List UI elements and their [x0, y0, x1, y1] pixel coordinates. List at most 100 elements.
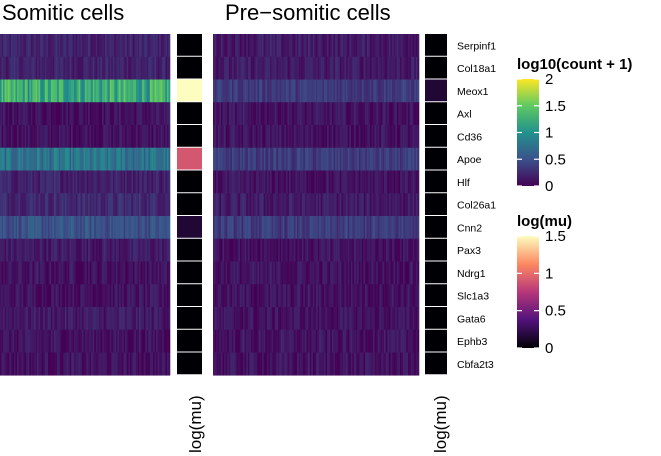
- somitic-cell-hlf: [117, 170, 120, 194]
- somitic-cell-pax3: [46, 238, 49, 262]
- presomitic-cell-ndrg1: [241, 261, 244, 285]
- somitic-cell-apoe: [123, 147, 126, 171]
- somitic-cell-ephb3: [71, 329, 73, 353]
- somitic-cell-serpinf1: [102, 34, 104, 58]
- presomitic-cell-col18a1: [230, 56, 233, 80]
- somitic-cell-col18a1: [40, 56, 43, 80]
- presomitic-cell-col26a1: [384, 193, 387, 217]
- somitic-cell-gata6: [24, 307, 27, 331]
- presomitic-cell-ndrg1: [239, 261, 242, 285]
- presomitic-cell-pax3: [388, 238, 391, 262]
- presomitic-cell-ephb3: [341, 329, 344, 353]
- presomitic-cell-meox1: [224, 79, 226, 103]
- presomitic-cell-pax3: [366, 238, 369, 262]
- presomitic-cell-axl: [350, 102, 353, 126]
- somitic-cell-col26a1: [23, 193, 26, 217]
- somitic-cell-cbfa2t3: [40, 352, 43, 376]
- presomitic-cell-cd36: [401, 125, 404, 149]
- presomitic-cell-cd36: [403, 125, 406, 149]
- somitic-cell-hlf: [149, 170, 152, 194]
- somitic-cell-slc1a3: [94, 284, 97, 308]
- somitic-cell-col18a1: [80, 56, 83, 80]
- presomitic-cell-apoe: [266, 147, 269, 171]
- presomitic-cell-pax3: [249, 238, 252, 262]
- somitic-cell-serpinf1: [35, 34, 38, 58]
- presomitic-cell-serpinf1: [220, 34, 223, 58]
- presomitic-cell-col18a1: [287, 56, 290, 80]
- presomitic-cell-cd36: [317, 125, 320, 149]
- somitic-cell-apoe: [115, 147, 118, 171]
- presomitic-cell-cd36: [371, 125, 374, 149]
- somitic-cell-meox1: [166, 79, 169, 103]
- somitic-cell-col18a1: [136, 56, 138, 80]
- presomitic-cell-axl: [273, 102, 276, 126]
- presomitic-cell-hlf: [225, 170, 228, 194]
- somitic-cell-apoe: [12, 147, 15, 171]
- presomitic-cell-cnn2: [274, 216, 277, 240]
- presomitic-cell-serpinf1: [355, 34, 358, 58]
- presomitic-cell-axl: [320, 102, 323, 126]
- presomitic-cell-cd36: [227, 125, 230, 149]
- somitic-cell-pax3: [94, 238, 97, 262]
- presomitic-cell-col18a1: [361, 56, 364, 80]
- presomitic-cell-col18a1: [344, 56, 347, 80]
- somitic-cell-gata6: [26, 307, 29, 331]
- somitic-cell-cnn2: [115, 216, 118, 240]
- presomitic-cell-col26a1: [311, 193, 314, 217]
- somitic-cell-ephb3: [137, 329, 140, 353]
- presomitic-cell-ndrg1: [384, 261, 387, 285]
- presomitic-cell-col18a1: [233, 56, 236, 80]
- presomitic-cell-ephb3: [213, 329, 215, 353]
- somitic-cell-slc1a3: [95, 284, 98, 308]
- presomitic-cell-cd36: [293, 125, 296, 149]
- presomitic-cell-ephb3: [392, 329, 394, 353]
- presomitic-cell-hlf: [377, 170, 380, 194]
- presomitic-cell-cd36: [244, 125, 247, 149]
- somitic-cell-cd36: [81, 125, 84, 149]
- presomitic-cell-serpinf1: [387, 34, 390, 58]
- presomitic-cell-ndrg1: [399, 261, 402, 285]
- somitic-cell-col26a1: [83, 193, 86, 217]
- presomitic-cell-slc1a3: [401, 284, 404, 308]
- somitic-cell-ephb3: [20, 329, 22, 353]
- somitic-cell-ndrg1: [10, 261, 13, 285]
- presomitic-cell-cd36: [339, 125, 342, 149]
- somitic-cell-ndrg1: [32, 261, 35, 285]
- somitic-cell-pax3: [7, 238, 10, 262]
- somitic-cell-cbfa2t3: [20, 352, 22, 376]
- somitic-cell-meox1: [137, 79, 140, 103]
- somitic-cell-axl: [0, 102, 2, 126]
- presomitic-cell-col18a1: [357, 56, 360, 80]
- somitic-cell-ndrg1: [38, 261, 41, 285]
- presomitic-cell-col26a1: [296, 193, 299, 217]
- presomitic-cell-ephb3: [344, 329, 347, 353]
- somitic-cell-gata6: [9, 307, 12, 331]
- presomitic-cell-meox1: [344, 79, 347, 103]
- somitic-cell-ephb3: [114, 329, 117, 353]
- somitic-cell-cnn2: [139, 216, 141, 240]
- presomitic-cell-cnn2: [399, 216, 402, 240]
- presomitic-cell-axl: [239, 102, 242, 126]
- presomitic-cell-col26a1: [330, 193, 333, 217]
- presomitic-cell-axl: [415, 102, 418, 126]
- somitic-cell-ephb3: [7, 329, 10, 353]
- somitic-cell-slc1a3: [26, 284, 29, 308]
- presomitic-cell-pax3: [358, 238, 361, 262]
- presomitic-cell-col18a1: [268, 56, 271, 80]
- presomitic-cell-meox1: [284, 79, 287, 103]
- somitic-cell-col18a1: [108, 56, 111, 80]
- presomitic-cell-hlf: [357, 170, 360, 194]
- presomitic-cell-serpinf1: [415, 34, 418, 58]
- somitic-cell-cd36: [21, 125, 24, 149]
- somitic-cell-ephb3: [66, 329, 69, 353]
- presomitic-cell-cnn2: [338, 216, 341, 240]
- somitic-cell-serpinf1: [81, 34, 84, 58]
- presomitic-cell-serpinf1: [266, 34, 269, 58]
- somitic-cell-col18a1: [55, 56, 58, 80]
- somitic-cell-gata6: [168, 307, 171, 331]
- presomitic-cell-col18a1: [373, 56, 375, 80]
- presomitic-cell-gata6: [270, 307, 272, 331]
- somitic-cell-ndrg1: [95, 261, 98, 285]
- somitic-cell-col18a1: [140, 56, 143, 80]
- somitic-cell-cd36: [32, 125, 35, 149]
